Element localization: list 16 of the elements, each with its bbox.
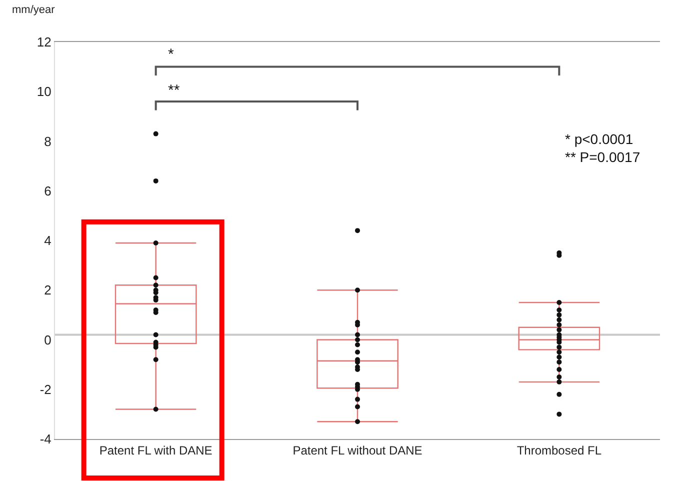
x-tick-label: Thrombosed FL — [516, 443, 602, 458]
y-tick-label: 10 — [36, 84, 52, 100]
annotation: ** — [168, 82, 180, 99]
x-tick-label: Patent FL with DANE — [99, 443, 212, 458]
y-tick-label: -2 — [40, 382, 52, 397]
y-tick-label: -4 — [40, 432, 52, 447]
y-tick-label: 12 — [36, 34, 52, 50]
y-tick-label: 4 — [44, 233, 52, 248]
annotation: * p<0.0001 ** P=0.0017 — [565, 131, 640, 166]
y-tick-label: 6 — [44, 183, 52, 198]
y-axis-title: mm/year — [12, 4, 56, 16]
annotation: * — [168, 46, 174, 63]
x-tick-label: Patent FL without DANE — [292, 443, 422, 458]
y-tick-label: 2 — [44, 282, 52, 298]
y-tick-label: 0 — [44, 332, 52, 348]
y-tick-label: 8 — [44, 134, 52, 149]
